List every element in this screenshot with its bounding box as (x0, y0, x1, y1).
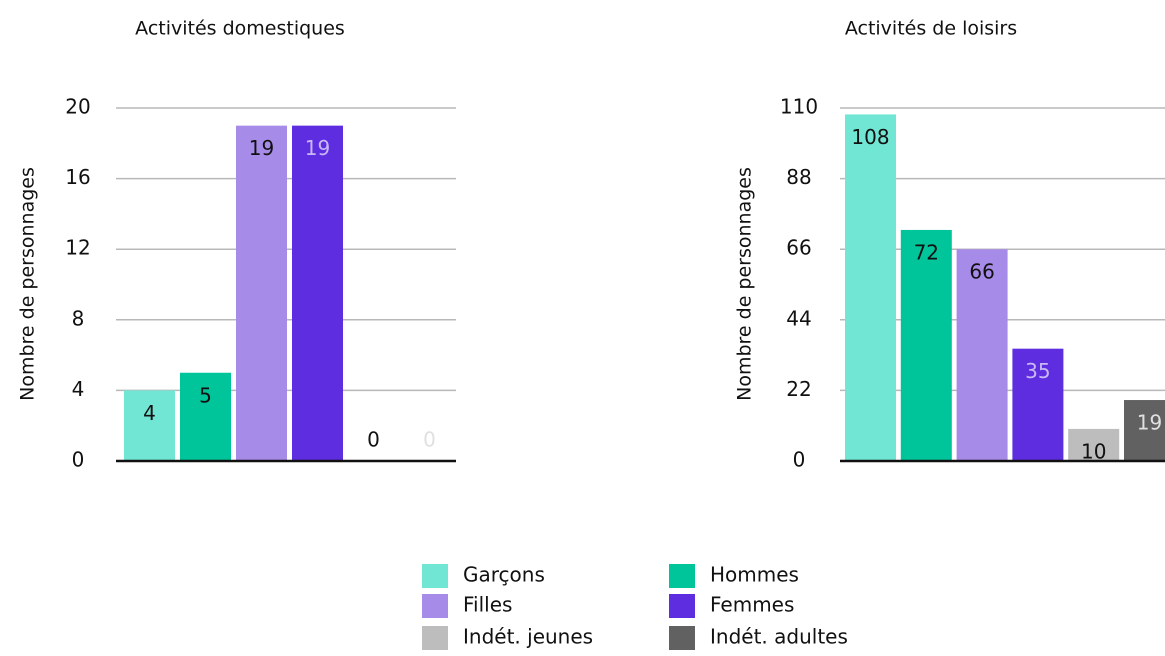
chart-title: Activités de loisirs (845, 18, 1017, 40)
legend-label: Hommes (710, 563, 799, 587)
y-tick-label: 22 (786, 377, 811, 401)
legend-swatch (422, 564, 448, 588)
y-tick-label: 12 (65, 236, 90, 260)
chart-leisure: Activités de loisirs Nombre de personnage… (734, 18, 1165, 472)
data-label: 108 (851, 125, 889, 149)
y-axis-label: Nombre de personnages (734, 167, 756, 401)
legend: Garçons Hommes Filles Femmes Indét. jeunes In… (422, 563, 848, 651)
bar (845, 114, 896, 461)
bar (236, 126, 287, 461)
y-tick-label: 110 (780, 95, 818, 119)
y-tick-label: 66 (786, 236, 811, 260)
legend-label: Indét. jeunes (463, 625, 593, 649)
legend-label: Filles (463, 593, 512, 617)
data-label: 0 (367, 428, 380, 452)
legend-swatch (669, 564, 695, 588)
legend-label: Indét. adultes (710, 625, 848, 649)
legend-label: Garçons (463, 563, 545, 587)
data-label: 19 (249, 136, 274, 160)
legend-swatch (422, 626, 448, 650)
data-label: 19 (1137, 411, 1162, 435)
y-tick-label: 44 (786, 306, 811, 330)
y-tick-label: 4 (72, 377, 85, 401)
y-tick-label: 0 (793, 448, 806, 472)
bar (901, 230, 952, 461)
data-label: 35 (1025, 359, 1050, 383)
y-tick-label: 16 (65, 165, 90, 189)
y-tick-label: 88 (786, 165, 811, 189)
legend-swatch (422, 594, 448, 618)
y-tick-label: 0 (72, 448, 85, 472)
data-label: 5 (199, 383, 212, 407)
legend-label: Femmes (710, 593, 794, 617)
data-label: 4 (143, 401, 156, 425)
data-label: 0 (423, 428, 436, 452)
bar (292, 126, 343, 461)
y-tick-label: 20 (65, 95, 90, 119)
y-axis-label: Nombre de personnages (17, 167, 39, 401)
chart-title: Activités domestiques (135, 18, 345, 40)
data-label: 72 (914, 240, 939, 264)
y-tick-label: 8 (72, 306, 85, 330)
chart-domestic: Activités domestiques Nombre de personnag… (17, 18, 457, 472)
data-label: 19 (305, 136, 330, 160)
data-label: 66 (969, 260, 994, 284)
legend-swatch (669, 594, 695, 618)
legend-swatch (669, 626, 695, 650)
